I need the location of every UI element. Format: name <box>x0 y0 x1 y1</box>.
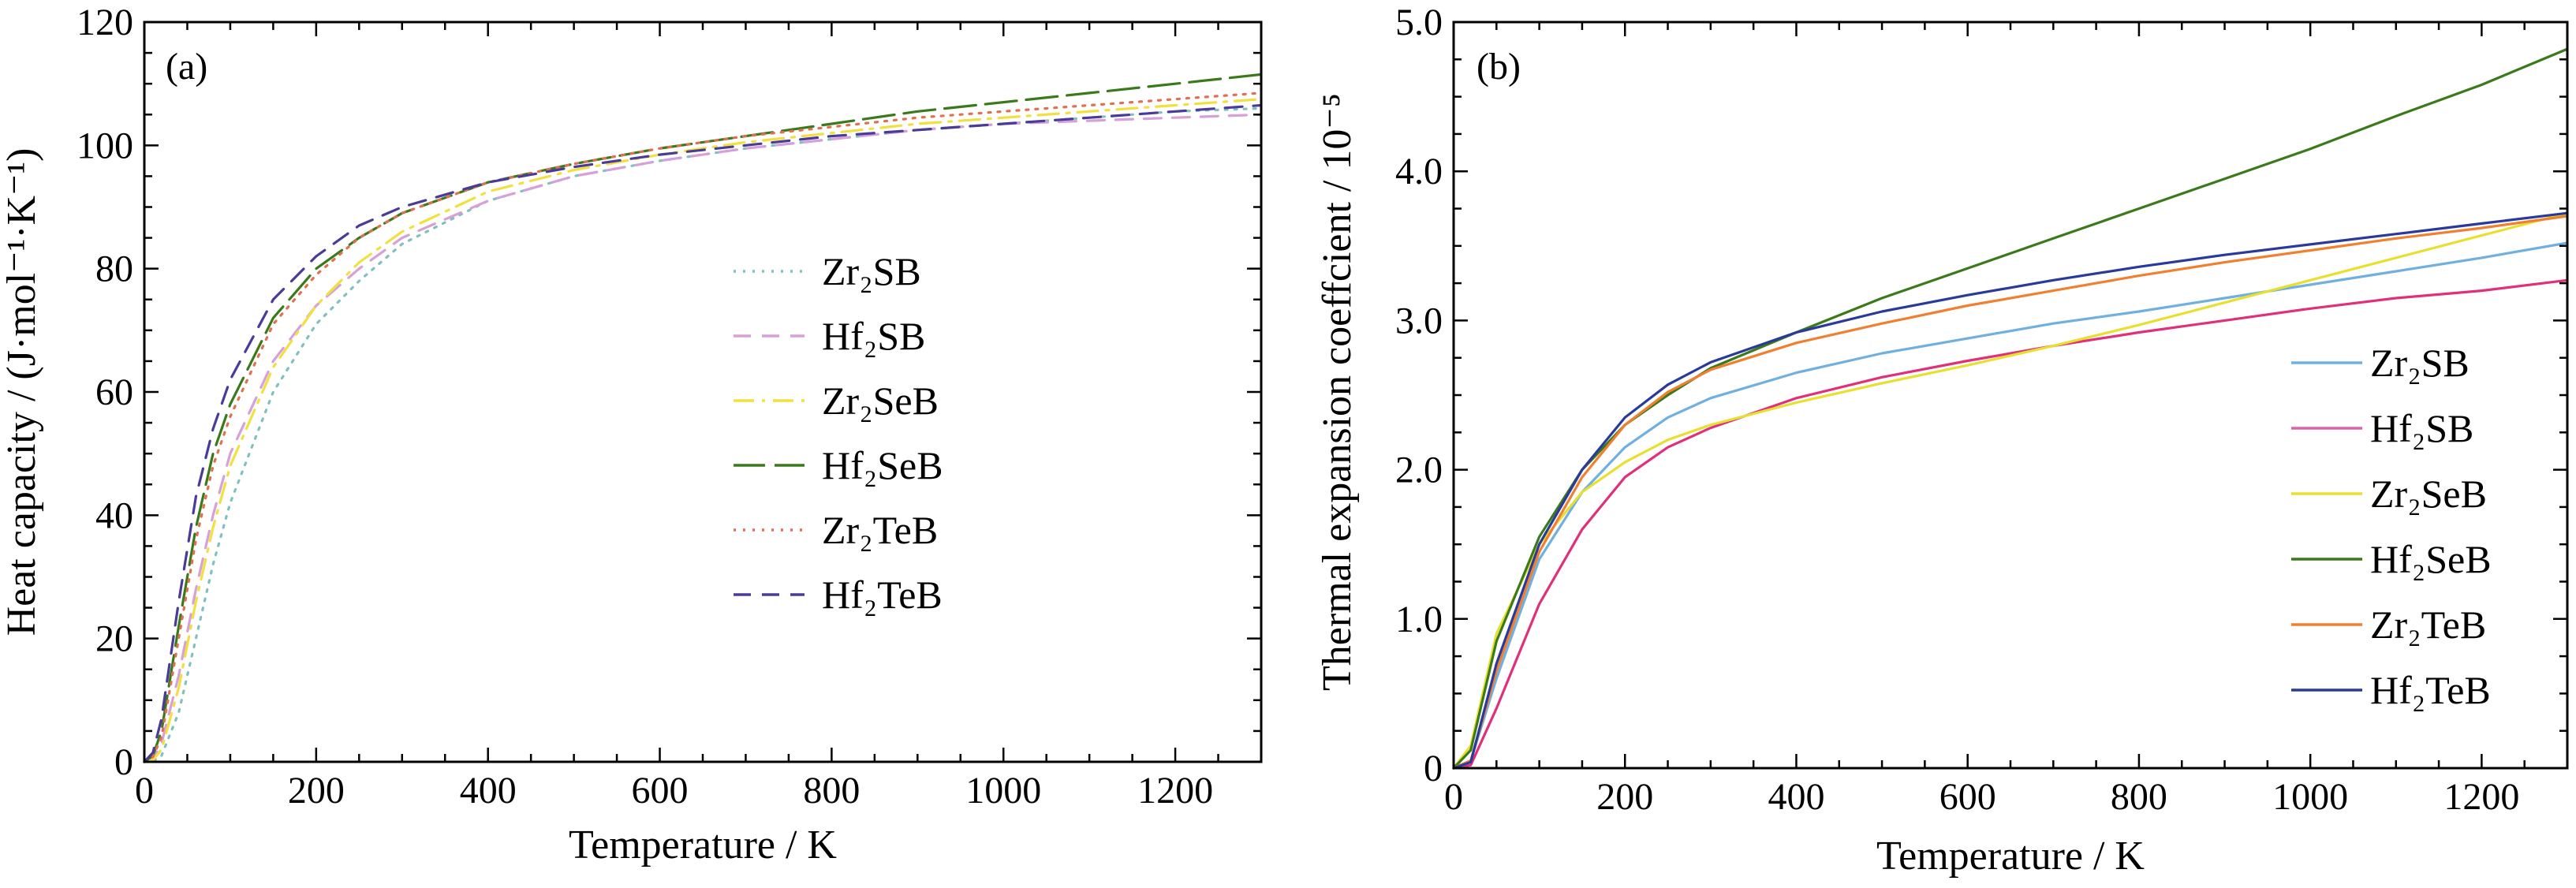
y-tick-label: 120 <box>77 2 133 43</box>
thermal-expansion-chart: 0 200 400 600 800 1000 1200 0 1.0 2.0 3.0 4.0 5.0 (b… <box>1315 2 2569 879</box>
x-tick-label: 200 <box>288 770 345 812</box>
panel-label-b: (b) <box>1477 46 1521 88</box>
plot-frame <box>1452 21 2569 770</box>
legend-label: Zr₂TeB <box>822 508 938 552</box>
y-tick-label: 100 <box>77 125 133 166</box>
x-tick-label: 1000 <box>965 770 1041 812</box>
legend-label: Zr₂SeB <box>822 379 939 423</box>
series-line-0 <box>143 106 1263 763</box>
x-tick-label: 1200 <box>2443 776 2519 818</box>
series-line-4 <box>143 91 1263 763</box>
y-tick-label: 40 <box>95 494 133 536</box>
series-line-1 <box>1452 278 2569 770</box>
y-tick-label: 3.0 <box>1395 300 1443 341</box>
series-line-3 <box>143 73 1263 763</box>
x-tick-label: 1000 <box>2272 776 2348 818</box>
panel-label-a: (a) <box>166 46 207 88</box>
x-tick-label: 400 <box>460 770 517 812</box>
series-line-3 <box>1452 47 2569 770</box>
y-tick-label: 1.0 <box>1395 599 1443 640</box>
y-tick-label: 20 <box>95 618 133 660</box>
legend-label: Hf₂SeB <box>2370 537 2492 581</box>
y-tick-label: 4.0 <box>1395 151 1443 192</box>
x-tick-label: 0 <box>135 770 154 812</box>
x-tick-label: 400 <box>1768 776 1824 818</box>
y-axis-label-b: Thermal expansion coeffcient / 10⁻⁵ <box>1315 93 1360 691</box>
legend-label: Zr₂TeB <box>2370 603 2486 647</box>
y-tick-label: 80 <box>95 248 133 290</box>
series-line-0 <box>1452 241 2569 770</box>
y-tick-label: 0 <box>114 741 133 783</box>
series-line-5 <box>143 103 1263 763</box>
series-line-2 <box>1452 211 2569 770</box>
y-tick-label: 0 <box>1424 748 1443 789</box>
legend-label: Hf₂SB <box>822 314 925 358</box>
legend-label: Zr₂SB <box>822 249 921 293</box>
legend-label: Hf₂SB <box>2370 406 2473 450</box>
series-line-5 <box>1452 211 2569 770</box>
x-tick-label: 0 <box>1444 776 1463 818</box>
legend-label: Hf₂TeB <box>2370 668 2491 712</box>
x-tick-label: 600 <box>632 770 689 812</box>
legend-label: Zr₂SeB <box>2370 472 2487 516</box>
series-line-4 <box>1452 215 2569 770</box>
heat-capacity-chart: 0 200 400 600 800 1000 1200 0 20 40 60 80 100 120 (a)… <box>0 2 1263 867</box>
series-line-2 <box>143 98 1263 763</box>
legend-label: Zr₂SB <box>2370 341 2470 385</box>
x-tick-label: 1200 <box>1137 770 1213 812</box>
y-tick-label: 5.0 <box>1395 2 1443 43</box>
x-tick-label: 800 <box>2111 776 2167 818</box>
series-line-1 <box>143 113 1263 763</box>
x-tick-label: 800 <box>803 770 860 812</box>
y-tick-label: 2.0 <box>1395 450 1443 491</box>
x-tick-label: 200 <box>1596 776 1653 818</box>
plot-frame <box>143 21 1263 763</box>
legend-label: Hf₂TeB <box>822 573 943 617</box>
legend-label: Hf₂SeB <box>822 443 943 487</box>
y-tick-label: 60 <box>95 371 133 413</box>
x-axis-label-b: Temperature / K <box>1876 834 2145 879</box>
x-tick-label: 600 <box>1939 776 1996 818</box>
y-axis-label-a: Heat capacity / (J·mol⁻¹·K⁻¹) <box>0 148 44 636</box>
x-axis-label-a: Temperature / K <box>569 823 837 867</box>
